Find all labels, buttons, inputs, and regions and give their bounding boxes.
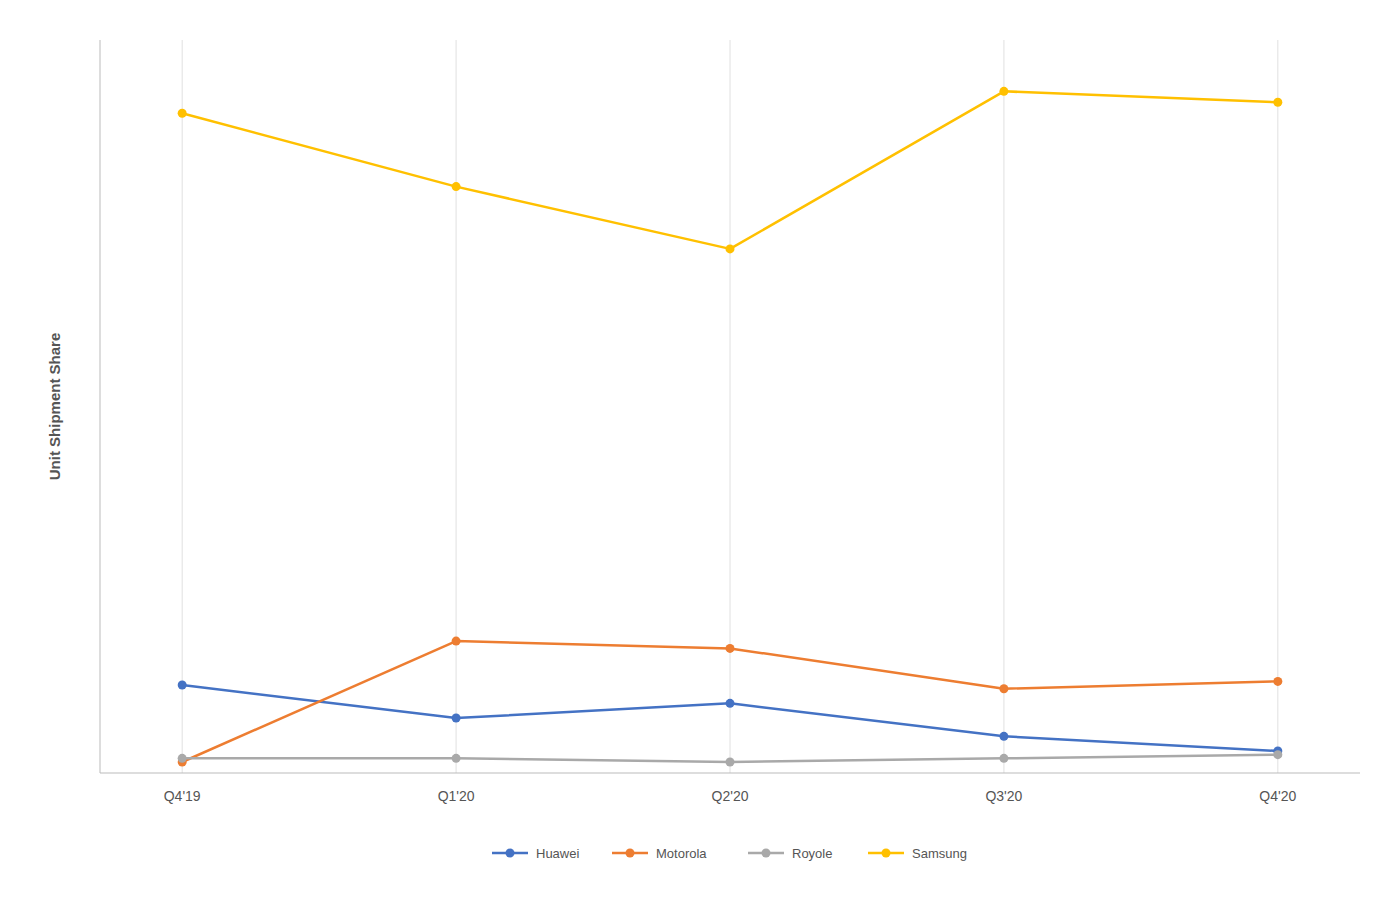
series-marker — [178, 109, 187, 118]
series-marker — [1273, 677, 1282, 686]
series — [178, 637, 1283, 767]
y-axis-label: Unit Shipment Share — [46, 333, 63, 481]
axes: Q4'19 Q1'20 Q2'20 Q3'20 Q4'20 — [100, 40, 1360, 804]
series-marker — [999, 684, 1008, 693]
series-marker — [1273, 98, 1282, 107]
series-marker — [1273, 750, 1282, 759]
x-axis-line — [100, 773, 1360, 774]
series-marker — [999, 87, 1008, 96]
legend-label: Motorola — [656, 846, 707, 861]
series-line — [182, 685, 1278, 751]
x-tick-label: Q1'20 — [438, 788, 475, 804]
legend-label: Huawei — [536, 846, 579, 861]
plot-area — [178, 87, 1283, 767]
series-marker — [726, 758, 735, 767]
series-marker — [178, 754, 187, 763]
series-marker — [999, 732, 1008, 741]
series-marker — [726, 644, 735, 653]
legend-item: Huawei — [492, 846, 579, 861]
series-marker — [999, 754, 1008, 763]
x-tick-label: Q4'19 — [164, 788, 201, 804]
series-marker — [726, 244, 735, 253]
legend-marker — [626, 849, 635, 858]
legend: Huawei Motorola Royole Samsung — [492, 846, 967, 861]
series-line — [182, 641, 1278, 762]
series-marker — [452, 637, 461, 646]
x-tick-label: Q3'20 — [985, 788, 1022, 804]
legend-marker — [882, 849, 891, 858]
series-marker — [452, 754, 461, 763]
chart: Q4'19 Q1'20 Q2'20 Q3'20 Q4'20 Unit Shipment S… — [0, 0, 1400, 923]
series — [178, 750, 1283, 766]
legend-label: Samsung — [912, 846, 967, 861]
legend-marker — [506, 849, 515, 858]
grid-line — [456, 40, 457, 773]
grid-line — [182, 40, 183, 773]
legend-item: Samsung — [868, 846, 967, 861]
grid-line — [1277, 40, 1278, 773]
series-marker — [452, 182, 461, 191]
grid — [182, 40, 1278, 773]
legend-item: Royole — [748, 846, 832, 861]
series-marker — [726, 699, 735, 708]
legend-label: Royole — [792, 846, 832, 861]
series — [178, 87, 1283, 254]
grid-line — [1003, 40, 1004, 773]
legend-item: Motorola — [612, 846, 707, 861]
grid-line — [730, 40, 731, 773]
series-marker — [452, 714, 461, 723]
y-axis-line — [100, 40, 101, 773]
series-line — [182, 91, 1278, 249]
legend-marker — [762, 849, 771, 858]
series-marker — [178, 681, 187, 690]
x-tick-label: Q2'20 — [712, 788, 749, 804]
x-tick-label: Q4'20 — [1259, 788, 1296, 804]
